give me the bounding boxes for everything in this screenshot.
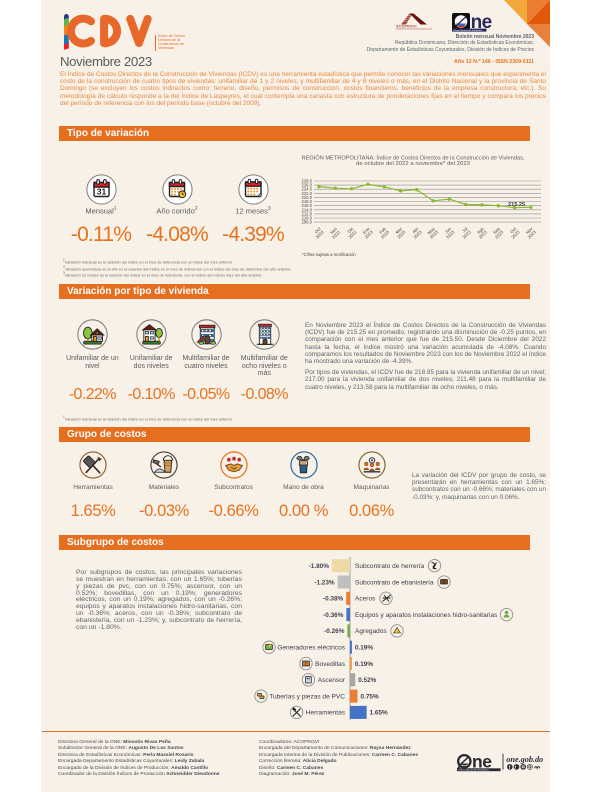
svg-text:-1.23%: -1.23% — [314, 579, 335, 586]
svg-text:2023: 2023 — [527, 229, 538, 240]
svg-text:May: May — [427, 226, 437, 236]
svg-text:Subcontrato de ebanistería: Subcontrato de ebanistería — [355, 579, 434, 586]
svg-text:210.0: 210.0 — [302, 216, 313, 221]
svg-text:220.0: 220.0 — [302, 195, 313, 200]
svg-text:1.65%: 1.65% — [370, 710, 388, 717]
svg-text:214.0: 214.0 — [302, 207, 313, 212]
svg-text:Aceros: Aceros — [355, 596, 376, 603]
svg-text:2023: 2023 — [364, 229, 375, 240]
svg-text:2023: 2023 — [380, 229, 391, 240]
svg-text:Dic: Dic — [346, 226, 355, 235]
svg-text:REGIÓN METROPOLITANA: Índice d: REGIÓN METROPOLITANA: Índice de Costos D… — [302, 155, 525, 162]
svg-text:Equipos y aparatos instalacion: Equipos y aparatos instalaciones hidro-s… — [355, 612, 498, 619]
svg-text:-0.36%: -0.36% — [323, 612, 344, 619]
svg-text:2022: 2022 — [331, 229, 342, 240]
svg-text:2023: 2023 — [461, 229, 472, 240]
svg-text:Ene: Ene — [362, 226, 371, 235]
svg-text:2022: 2022 — [315, 229, 326, 240]
svg-text:de octubre del 2022 a noviembr: de octubre del 2022 a noviembre* del 202… — [356, 161, 470, 167]
svg-text:212.0: 212.0 — [302, 211, 313, 216]
svg-text:2022: 2022 — [347, 229, 358, 240]
svg-text:2023: 2023 — [478, 229, 489, 240]
svg-text:-0.26%: -0.26% — [324, 628, 345, 635]
svg-text:-1.80%: -1.80% — [309, 563, 330, 570]
svg-text:Herramientas: Herramientas — [306, 710, 346, 717]
svg-text:0.19%: 0.19% — [355, 645, 373, 652]
svg-text:2023: 2023 — [510, 229, 521, 240]
svg-text:Oct: Oct — [313, 226, 322, 235]
svg-text:Generadores eléctricos: Generadores eléctricos — [277, 645, 345, 652]
svg-text:2023: 2023 — [494, 229, 505, 240]
svg-text:ne: ne — [472, 751, 492, 771]
svg-text:228.0: 228.0 — [302, 179, 313, 184]
svg-text:Sep: Sep — [492, 226, 501, 235]
svg-text:Oct: Oct — [509, 226, 518, 235]
svg-text:31: 31 — [97, 187, 107, 197]
svg-text:0.75%: 0.75% — [361, 693, 379, 700]
svg-text:2023: 2023 — [429, 229, 440, 240]
svg-text:Nov: Nov — [329, 226, 339, 236]
svg-text:0.19%: 0.19% — [355, 661, 373, 668]
svg-text:f: f — [509, 765, 511, 770]
svg-text:215.25: 215.25 — [508, 202, 525, 208]
svg-text:222.0: 222.0 — [302, 191, 313, 196]
svg-text:0.52%: 0.52% — [358, 677, 376, 684]
svg-text:208.0: 208.0 — [302, 220, 313, 225]
svg-text:Nov: Nov — [525, 226, 535, 236]
svg-text:Bovedillas: Bovedillas — [315, 661, 346, 668]
svg-text:ne: ne — [471, 13, 492, 33]
svg-text:Ascensor: Ascensor — [318, 677, 346, 684]
svg-text:226.0: 226.0 — [302, 183, 313, 188]
svg-text:one.gob.do: one.gob.do — [506, 755, 543, 764]
svg-text:2023: 2023 — [396, 229, 407, 240]
svg-text:Mar: Mar — [394, 226, 403, 235]
svg-text:ACOPROVI: ACOPROVI — [396, 25, 417, 29]
svg-text:Feb: Feb — [378, 226, 387, 235]
svg-text:*Cifras sujetas a rectificació: *Cifras sujetas a rectificación — [302, 252, 356, 257]
svg-text:Ago: Ago — [476, 226, 485, 235]
svg-text:Agregados: Agregados — [355, 628, 387, 635]
svg-text:Tuberías y piezas de PVC: Tuberías y piezas de PVC — [269, 693, 345, 700]
svg-text:216.0: 216.0 — [302, 203, 313, 208]
svg-text:2023: 2023 — [445, 229, 456, 240]
svg-text:218.0: 218.0 — [302, 199, 313, 204]
svg-text:Oficina Nacional de Estadístic: Oficina Nacional de Estadística — [458, 769, 489, 772]
svg-text:t: t — [515, 765, 517, 770]
svg-text:2023: 2023 — [412, 229, 423, 240]
svg-text:224.0: 224.0 — [302, 187, 313, 192]
svg-text:Abr: Abr — [411, 226, 420, 235]
svg-text:Jul: Jul — [461, 226, 468, 233]
svg-text:Subcontrato de herrería: Subcontrato de herrería — [355, 563, 425, 570]
svg-text:-0.38%: -0.38% — [323, 596, 344, 603]
svg-text:Jun: Jun — [444, 226, 453, 235]
svg-text:Oficina Nacional de Estadístic: Oficina Nacional de Estadística — [453, 29, 483, 32]
